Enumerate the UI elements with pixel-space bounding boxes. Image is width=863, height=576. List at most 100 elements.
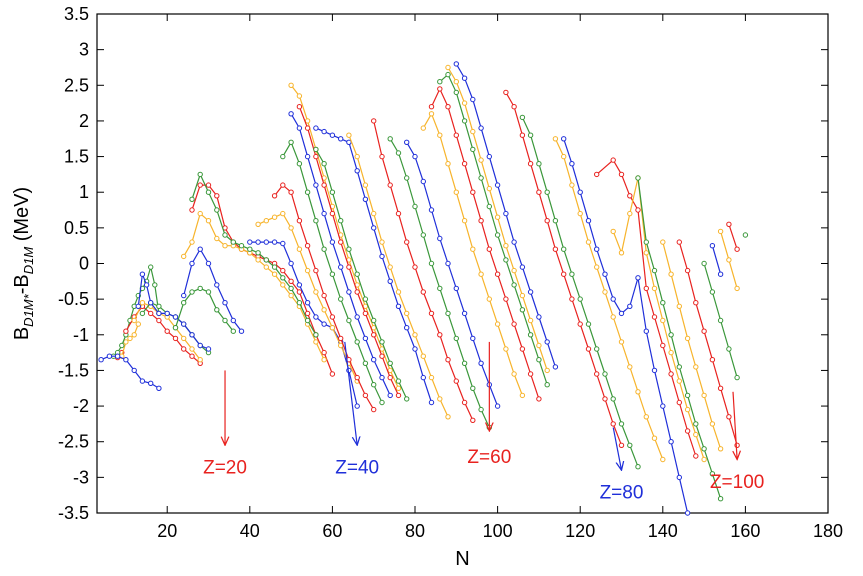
data-point <box>478 218 484 224</box>
data-point <box>296 282 303 288</box>
data-point <box>684 428 691 434</box>
data-point <box>668 349 674 356</box>
data-point <box>486 185 492 192</box>
data-point <box>181 346 187 352</box>
annotation-label: Z=80 <box>600 482 644 503</box>
data-point <box>329 314 336 320</box>
data-point <box>230 317 237 324</box>
data-point <box>684 335 691 342</box>
data-point <box>461 118 468 124</box>
data-point <box>536 396 542 402</box>
data-point <box>346 246 352 252</box>
data-point <box>577 210 583 217</box>
data-point <box>726 257 732 263</box>
data-point <box>478 406 484 413</box>
data-point <box>734 374 740 381</box>
data-point <box>156 317 162 324</box>
data-point <box>127 335 133 342</box>
data-point <box>379 253 385 260</box>
data-point <box>453 89 459 96</box>
data-point <box>412 153 418 160</box>
data-point <box>238 243 245 249</box>
series-red-27 <box>428 86 542 402</box>
data-point <box>428 310 435 317</box>
data-point <box>296 289 303 295</box>
data-point <box>230 239 237 245</box>
data-point <box>338 335 344 342</box>
data-point <box>114 353 121 359</box>
data-point <box>338 218 344 224</box>
data-point <box>660 300 666 306</box>
data-point <box>717 228 724 235</box>
data-point <box>329 271 336 277</box>
data-point <box>98 357 104 363</box>
data-point <box>263 264 269 270</box>
data-point <box>577 189 583 195</box>
data-point <box>288 225 294 231</box>
data-point <box>189 353 195 359</box>
data-point <box>304 300 311 306</box>
data-point <box>296 93 303 99</box>
data-point <box>511 371 517 377</box>
data-point <box>676 399 682 406</box>
data-point <box>453 189 459 195</box>
data-point <box>445 260 451 267</box>
data-point <box>280 267 286 274</box>
data-point <box>338 264 344 270</box>
y-tick-label: 0.5 <box>64 218 89 238</box>
data-point <box>660 456 666 463</box>
data-point <box>536 189 542 195</box>
data-point <box>734 285 740 292</box>
data-point <box>404 396 410 402</box>
data-point <box>470 385 476 391</box>
data-point <box>594 346 600 352</box>
data-point <box>371 225 377 231</box>
series-line <box>711 245 722 275</box>
y-tick-label: -2 <box>73 396 89 416</box>
data-point <box>618 310 625 317</box>
data-point <box>205 182 212 188</box>
data-point <box>470 417 476 423</box>
data-point <box>486 296 492 302</box>
series-orange-22 <box>346 132 451 420</box>
annotation-arrow <box>344 341 357 445</box>
data-point <box>519 132 526 138</box>
data-point <box>354 289 360 295</box>
data-point <box>387 182 393 188</box>
x-tick-label: 140 <box>648 521 678 541</box>
data-point <box>676 378 682 384</box>
data-point <box>552 246 559 252</box>
data-point <box>321 349 327 356</box>
data-point <box>585 218 592 224</box>
data-point <box>519 392 526 399</box>
data-point <box>618 421 625 427</box>
data-point <box>627 193 633 199</box>
series-blue-17 <box>288 111 393 399</box>
data-point <box>635 207 641 213</box>
series-line <box>554 138 664 460</box>
data-point <box>123 357 129 363</box>
data-point <box>717 446 724 452</box>
data-point <box>643 239 649 245</box>
data-point <box>709 243 716 249</box>
data-point <box>428 399 435 406</box>
data-point <box>585 321 592 327</box>
data-point <box>536 161 542 167</box>
data-point <box>461 75 468 81</box>
data-point <box>189 346 195 352</box>
data-point <box>470 128 476 135</box>
y-tick-label: -3.5 <box>58 503 89 523</box>
annotation-layer: Z=20 Z=40 Z=60 Z=80 Z=100 <box>203 341 764 503</box>
data-point <box>651 267 658 274</box>
data-point <box>693 421 699 427</box>
data-point <box>420 374 426 381</box>
data-point <box>519 292 526 299</box>
data-point <box>503 257 509 263</box>
data-point <box>643 414 649 420</box>
y-tick-label: 1 <box>79 182 89 202</box>
data-point <box>470 246 476 252</box>
data-point <box>131 317 137 324</box>
data-point <box>338 136 344 142</box>
data-point <box>296 161 303 167</box>
data-point <box>197 357 203 363</box>
